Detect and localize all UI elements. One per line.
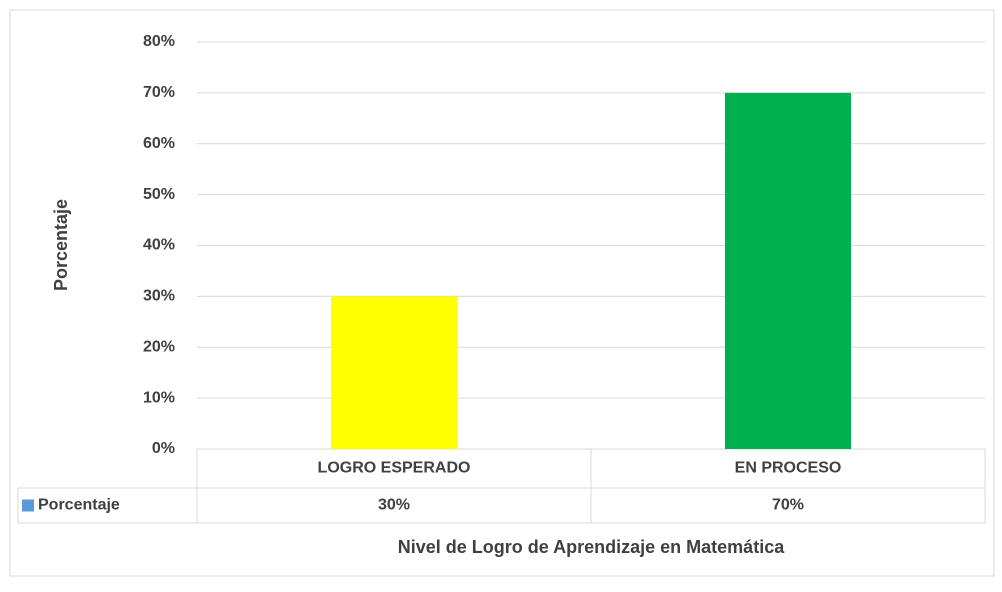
y-tick-label: 60%	[143, 135, 175, 152]
bar	[724, 92, 852, 449]
y-tick-label: 50%	[143, 186, 175, 203]
y-tick-label: 0%	[152, 440, 175, 457]
y-tick-label: 10%	[143, 389, 175, 406]
y-tick-label: 20%	[143, 338, 175, 355]
y-tick-label: 70%	[143, 84, 175, 101]
x-tick-label: EN PROCESO	[735, 460, 842, 477]
y-tick-label: 40%	[143, 237, 175, 254]
table-value: 70%	[772, 497, 804, 514]
y-tick-label: 80%	[143, 33, 175, 50]
x-tick-label: LOGRO ESPERADO	[318, 460, 471, 477]
x-axis-title: Nivel de Logro de Aprendizaje en Matemát…	[398, 537, 785, 557]
bar	[330, 296, 458, 449]
legend-key	[22, 499, 34, 512]
y-axis-title: Porcentaje	[51, 199, 71, 291]
legend-label: Porcentaje	[38, 497, 120, 514]
table-value: 30%	[378, 497, 410, 514]
y-tick-label: 30%	[143, 288, 175, 305]
